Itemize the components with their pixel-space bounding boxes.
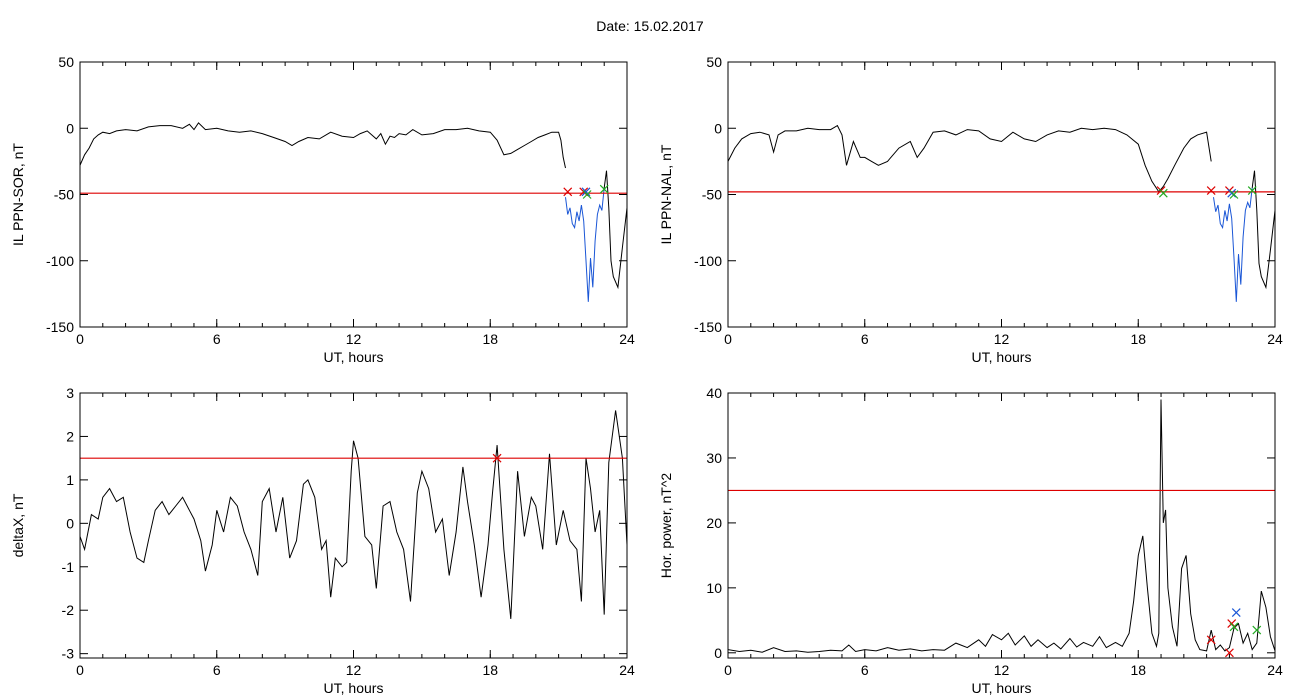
- plot-frame: [727, 61, 1276, 328]
- x-tick-label: 0: [724, 662, 732, 678]
- y-tick-label: -2: [62, 602, 75, 618]
- y-tick-label: 50: [706, 54, 722, 70]
- y-tick-label: -3: [62, 646, 75, 662]
- y-tick-label: -1: [62, 559, 75, 575]
- x-tick-label: 6: [213, 662, 221, 678]
- y-axis-label: Hor. power, nT^2: [658, 473, 674, 579]
- x-tick-label: 6: [861, 662, 869, 678]
- chart-hor-power: 0 6 12 18 24 40 30 20 10 0 UT, hours Hor. power, nT…: [658, 385, 1283, 696]
- x-tick-label: 12: [994, 662, 1010, 678]
- chart-ppn-nal: 0 6 12 18 24 50 0 -50 -100 -150 UT, hours IL PPN-NA…: [658, 54, 1283, 365]
- event-marker: [582, 190, 592, 199]
- event-marker: [563, 187, 573, 197]
- y-tick-label: 0: [66, 515, 74, 531]
- y-tick-label: 2: [66, 428, 74, 444]
- y-tick-label: 1: [66, 472, 74, 488]
- x-tick-label: 18: [1130, 331, 1146, 347]
- y-tick-label: -50: [54, 187, 74, 203]
- event-marker: [1224, 648, 1234, 658]
- page-title: Date: 15.02.2017: [596, 18, 704, 34]
- y-tick-label: 40: [706, 385, 722, 401]
- x-tick-label: 6: [213, 331, 221, 347]
- x-axis-label: UT, hours: [972, 349, 1032, 365]
- event-marker: [1247, 186, 1257, 195]
- event-marker: [1206, 186, 1216, 195]
- x-tick-label: 12: [346, 331, 362, 347]
- y-tick-label: -150: [694, 319, 722, 335]
- y-axis-label: IL PPN-NAL, nT: [658, 144, 674, 244]
- y-tick-label: 20: [706, 515, 722, 531]
- event-marker: [599, 184, 609, 194]
- y-tick-label: 50: [58, 54, 74, 70]
- plot-frame: [727, 392, 1276, 659]
- x-tick-label: 12: [994, 331, 1010, 347]
- x-tick-label: 12: [346, 662, 362, 678]
- y-tick-label: 10: [706, 580, 722, 596]
- event-marker: [1158, 188, 1168, 198]
- event-marker: [1229, 622, 1239, 632]
- x-axis-label: UT, hours: [324, 680, 384, 696]
- x-tick-label: 0: [76, 331, 84, 347]
- y-tick-label: -100: [46, 253, 74, 269]
- x-tick-label: 0: [76, 662, 84, 678]
- y-tick-label: 0: [714, 645, 722, 661]
- x-axis-label: UT, hours: [972, 680, 1032, 696]
- event-marker: [1229, 190, 1239, 199]
- x-axis-label: UT, hours: [324, 349, 384, 365]
- x-tick-label: 18: [482, 662, 498, 678]
- y-tick-label: -100: [694, 253, 722, 269]
- x-tick-label: 0: [724, 331, 732, 347]
- y-tick-label: -50: [702, 187, 722, 203]
- y-axis-label: deltaX, nT: [10, 493, 26, 557]
- y-tick-label: 0: [714, 120, 722, 136]
- series-line-2: [603, 170, 627, 290]
- y-tick-label: -150: [46, 319, 74, 335]
- x-tick-label: 24: [619, 662, 635, 678]
- event-marker: [492, 453, 502, 463]
- x-tick-label: 24: [619, 331, 635, 347]
- y-tick-label: 3: [66, 385, 74, 401]
- y-axis-label: IL PPN-SOR, nT: [10, 143, 26, 246]
- event-marker: [1206, 635, 1216, 645]
- series-line-1: [1213, 187, 1253, 302]
- y-tick-label: 0: [66, 120, 74, 136]
- x-tick-label: 24: [1267, 331, 1283, 347]
- x-tick-label: 24: [1267, 662, 1283, 678]
- series-line-0: [728, 399, 1275, 653]
- event-marker: [1252, 625, 1262, 635]
- series-line-0: [80, 122, 566, 169]
- x-tick-label: 6: [861, 331, 869, 347]
- event-marker: [581, 187, 591, 197]
- series-line-0: [80, 410, 627, 619]
- event-marker: [1231, 608, 1241, 617]
- plot-frame: [79, 392, 628, 659]
- x-tick-label: 18: [1130, 662, 1146, 678]
- chart-deltax: 0 6 12 18 24 3 2 1 0 -1 -2 -3 UT, hours deltaX, nT: [10, 385, 635, 696]
- plot-frame: [79, 61, 628, 328]
- x-tick-label: 18: [482, 331, 498, 347]
- series-line-1: [565, 187, 605, 302]
- y-tick-label: 30: [706, 450, 722, 466]
- event-marker: [1227, 188, 1237, 198]
- chart-ppn-sor: 0 6 12 18 24 50 0 -50 -100 -150 UT, hours IL PPN-SO…: [10, 54, 635, 365]
- series-line-0: [728, 124, 1212, 193]
- series-line-2: [1251, 170, 1275, 290]
